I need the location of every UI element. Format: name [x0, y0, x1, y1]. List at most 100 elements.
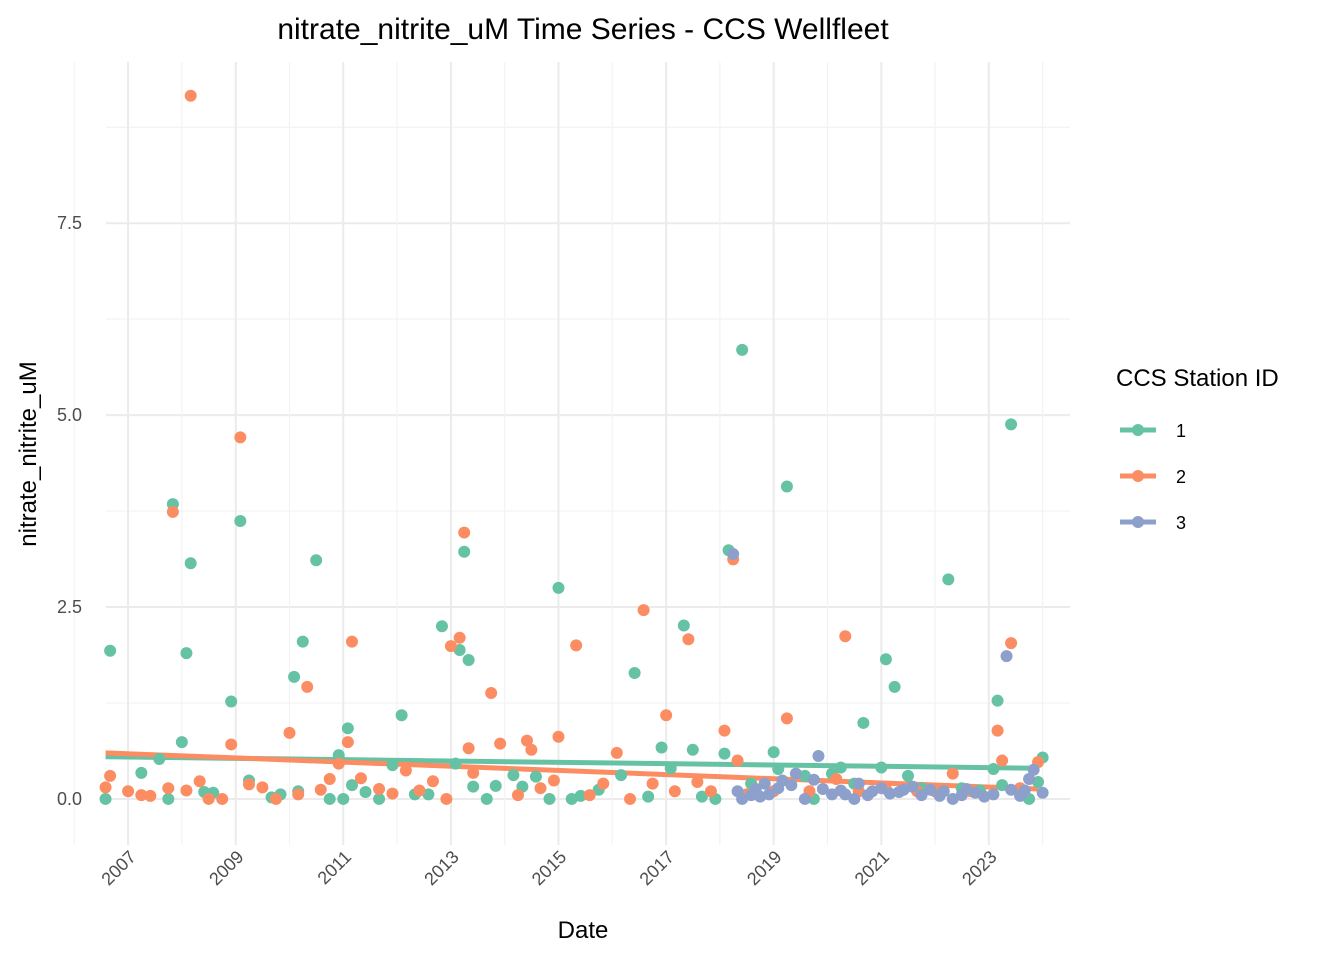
data-point-series-2 [135, 789, 148, 802]
data-point-series-2 [292, 788, 305, 801]
data-point-series-3 [852, 777, 865, 790]
data-point-series-2 [184, 89, 197, 102]
data-point-series-1 [449, 757, 462, 770]
data-point-series-1 [628, 667, 641, 680]
data-point-series-3 [1027, 763, 1040, 776]
data-point-series-1 [857, 716, 870, 729]
data-point-series-3 [785, 779, 798, 792]
data-point-series-2 [341, 736, 354, 749]
data-point-series-2 [534, 782, 547, 795]
data-point-series-2 [520, 734, 533, 747]
data-point-series-1 [435, 620, 448, 633]
data-point-series-2 [583, 789, 596, 802]
data-point-series-1 [879, 653, 892, 666]
data-point-series-2 [637, 604, 650, 617]
data-point-series-1 [180, 647, 193, 660]
data-point-series-1 [834, 761, 847, 774]
data-point-series-1 [664, 762, 677, 775]
data-point-series-2 [570, 639, 583, 652]
data-point-series-1 [99, 792, 112, 805]
x-tick-label: 2023 [958, 847, 1000, 889]
data-point-series-1 [888, 680, 901, 693]
data-point-series-2 [332, 757, 345, 770]
data-point-series-2 [162, 782, 175, 795]
data-point-series-2 [839, 630, 852, 643]
data-point-series-1 [772, 763, 785, 776]
y-tick-label: 2.5 [57, 597, 82, 617]
data-point-series-1 [552, 581, 565, 594]
data-point-series-3 [884, 787, 897, 800]
data-point-series-3 [763, 788, 776, 801]
data-point-series-2 [547, 774, 560, 787]
data-point-series-1 [458, 545, 471, 558]
data-point-series-1 [104, 644, 117, 657]
data-point-series-1 [642, 790, 655, 803]
data-point-series-1 [341, 722, 354, 735]
data-point-series-2 [440, 792, 453, 805]
data-point-series-1 [234, 515, 247, 528]
data-point-series-3 [736, 792, 749, 805]
data-point-series-1 [373, 792, 386, 805]
data-point-series-3 [798, 792, 811, 805]
data-point-series-2 [345, 635, 358, 648]
data-point-series-1 [288, 670, 301, 683]
legend-title: CCS Station ID [1116, 365, 1279, 392]
data-point-series-2 [144, 789, 157, 802]
data-point-series-1 [225, 695, 238, 708]
x-tick-label: 2007 [97, 847, 139, 889]
legend: CCS Station ID 1 2 3 [1116, 365, 1279, 533]
y-tick-label: 5.0 [57, 405, 82, 425]
data-point-series-3 [978, 790, 991, 803]
data-point-series-2 [704, 785, 717, 798]
data-point-series-2 [180, 784, 193, 797]
data-point-series-2 [691, 776, 704, 789]
data-point-series-3 [839, 788, 852, 801]
data-point-series-2 [216, 792, 229, 805]
data-point-series-1 [467, 780, 480, 793]
data-point-series-1 [135, 766, 148, 779]
data-point-series-1 [323, 792, 336, 805]
x-tick-label: 2017 [636, 847, 678, 889]
data-point-series-3 [727, 548, 740, 561]
legend-key-point-1 [1132, 424, 1144, 436]
data-point-series-2 [731, 754, 744, 767]
data-point-series-3 [937, 785, 950, 798]
data-point-series-2 [610, 746, 623, 759]
data-point-series-2 [525, 743, 538, 756]
data-point-series-1 [767, 746, 780, 759]
data-point-series-2 [256, 781, 269, 794]
data-point-series-2 [314, 783, 327, 796]
data-point-series-1 [736, 343, 749, 356]
data-point-series-1 [332, 749, 345, 762]
data-point-series-2 [660, 709, 673, 722]
data-point-series-3 [1036, 786, 1049, 799]
x-axis-title: Date [558, 917, 609, 944]
data-point-series-1 [162, 792, 175, 805]
data-point-series-1 [902, 769, 915, 782]
data-point-series-1 [337, 792, 350, 805]
data-point-series-1 [987, 763, 1000, 776]
x-tick-label: 2021 [851, 847, 893, 889]
data-point-series-3 [946, 792, 959, 805]
data-point-series-2 [301, 680, 314, 693]
data-point-series-1 [489, 779, 502, 792]
data-point-series-1 [529, 770, 542, 783]
data-point-series-1 [480, 792, 493, 805]
data-point-series-2 [718, 724, 731, 737]
y-tick-label: 0.0 [57, 789, 82, 809]
data-point-series-2 [467, 766, 480, 779]
data-point-series-2 [269, 792, 282, 805]
data-point-series-3 [1023, 772, 1036, 785]
data-point-series-2 [193, 775, 206, 788]
data-point-series-1 [184, 557, 197, 570]
data-point-series-1 [695, 790, 708, 803]
y-axis-ticks: 0.0 2.5 5.0 7.5 [57, 213, 82, 809]
data-point-series-2 [996, 754, 1009, 767]
data-point-series-2 [646, 777, 659, 790]
data-point-series-2 [413, 784, 426, 797]
data-point-series-1 [798, 769, 811, 782]
legend-label-2: 2 [1176, 467, 1186, 487]
x-tick-label: 2013 [420, 847, 462, 889]
data-point-series-2 [426, 775, 439, 788]
